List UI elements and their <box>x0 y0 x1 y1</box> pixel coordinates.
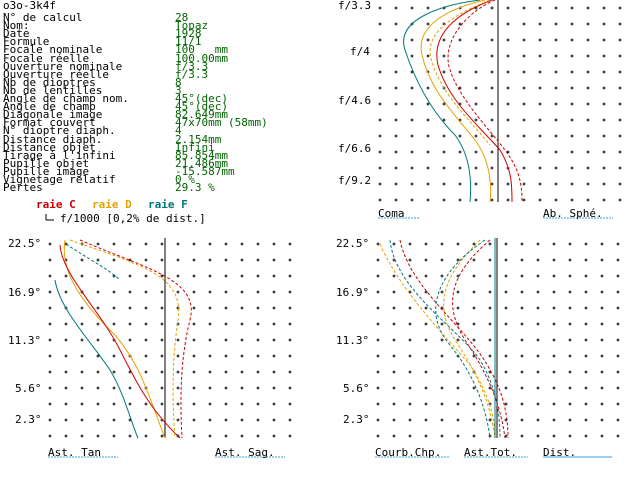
total-astig-label: Ast.Tot. <box>464 446 517 459</box>
param-label: Pupille image <box>3 164 90 178</box>
astig-tan-d <box>63 239 166 439</box>
param-value: 21.486mm <box>175 156 228 170</box>
coma-tick-1: f/4 <box>350 45 370 58</box>
param-label: Nb de lentilles <box>3 83 103 97</box>
param-value: 100 mm <box>175 43 228 57</box>
page-title: o3o-3k4f <box>3 0 56 12</box>
param-value: f/3.3 <box>175 59 209 73</box>
field-tick-r2: 11.3° <box>336 334 370 347</box>
param-label: Distance objet <box>3 140 96 154</box>
field-curvature-label: Courb.Chp. <box>375 446 442 459</box>
coma-curve-d <box>420 0 492 203</box>
param-value: Topaz <box>175 19 209 33</box>
param-value: 1928 <box>175 27 202 41</box>
legend-raie-d: raie D <box>92 198 132 211</box>
param-value: 45°(dec) <box>175 92 228 105</box>
astig-grid <box>48 242 292 438</box>
asttot-f <box>435 239 491 439</box>
astig-sag-c <box>79 239 192 439</box>
param-label: Pertes <box>3 181 43 195</box>
param-label: Pupille objet <box>3 156 90 170</box>
tangential-astig-label: Ast. Tan <box>48 446 101 459</box>
param-value: 2.154mm <box>175 132 222 146</box>
legend-raie-c: raie C <box>36 198 76 211</box>
coma-tick-3: f/6.6 <box>338 142 372 155</box>
param-value: 45°(dec) <box>175 100 228 114</box>
astig-tan-c <box>59 244 181 439</box>
param-value: -15.587mm <box>175 164 235 178</box>
param-label: N° dioptre diaph. <box>3 124 116 138</box>
param-label: Nb de dioptres <box>3 75 96 89</box>
curv-d <box>379 243 496 439</box>
spherical-aberration-label: Ab. Sphé. <box>543 207 603 220</box>
param-label: N° de calcul <box>3 11 83 24</box>
coma-tick-2: f/4.6 <box>338 94 372 107</box>
param-label: Ouverture nominale <box>3 59 123 73</box>
coma-tick-4: f/9.2 <box>338 174 372 187</box>
param-value: 11/1 <box>175 35 202 49</box>
param-label: Format couvert <box>3 116 96 130</box>
param-value: 8 <box>175 75 182 89</box>
param-label: Ouverture réelle <box>3 67 109 81</box>
coma-curve-f <box>403 0 481 203</box>
param-value: f/3.3 <box>175 67 209 81</box>
coma-curve-c <box>436 0 513 203</box>
sagittal-astig-label: Ast. Sag. <box>215 446 275 459</box>
param-value: Infini <box>175 140 215 154</box>
param-label: Date <box>3 27 30 41</box>
param-value: 28 <box>175 11 189 24</box>
astig-sag-d <box>69 239 180 439</box>
param-value: 3 <box>175 83 182 97</box>
field-tick-r0: 22.5° <box>336 237 370 250</box>
param-label: Distance diaph. <box>3 132 103 146</box>
param-value: 82.649mm <box>175 108 228 122</box>
asttot-d <box>443 239 496 439</box>
field-tick-0: 22.5° <box>8 237 42 250</box>
coma-curve-c-dash <box>447 0 523 203</box>
param-value: 29.3 % <box>175 181 215 195</box>
field-tick-1: 16.9° <box>8 286 42 299</box>
param-label: Angle de champ nom. <box>3 92 129 105</box>
param-label: Nom: <box>3 19 30 33</box>
param-label: Focale réelle <box>3 51 90 65</box>
field-tick-4: 2.3° <box>15 413 42 426</box>
astig-tan-f <box>54 279 139 439</box>
coma-label: Coma <box>378 207 405 220</box>
param-label: Focale nominale <box>3 43 103 57</box>
field-tick-r3: 5.6° <box>343 382 370 395</box>
param-value: 4 <box>175 124 182 138</box>
field-tick-3: 5.6° <box>15 382 42 395</box>
param-label: Tirage à l'infini <box>3 148 116 162</box>
param-label: Vignetage relatif <box>3 173 116 186</box>
param-value: 47x70mm (58mm) <box>175 116 268 130</box>
param-label: Angle de champ <box>3 100 96 114</box>
distortion-label: Dist. <box>543 446 577 459</box>
coma-curve-d-dash <box>429 0 491 146</box>
field-tick-r4: 2.3° <box>343 413 370 426</box>
field-tick-2: 11.3° <box>8 334 42 347</box>
asttot-c <box>452 239 506 439</box>
param-value: 85.854mm <box>175 148 228 162</box>
param-value: 100.00mm <box>175 51 228 65</box>
curv-f <box>389 239 501 439</box>
param-label: Diagonale image <box>3 108 103 122</box>
scale-note: f/1000 [0,2% de dist.] <box>60 212 206 225</box>
curv-c <box>399 239 509 439</box>
param-label: Formule <box>3 35 50 49</box>
param-value: 0 % <box>175 173 195 186</box>
coma-tick-0: f/3.3 <box>338 0 372 12</box>
curvature-grid <box>376 242 620 438</box>
coma-grid <box>378 6 622 202</box>
field-tick-r1: 16.9° <box>336 286 370 299</box>
astig-sag-f <box>65 243 121 281</box>
legend-raie-f: raie F <box>148 198 188 211</box>
